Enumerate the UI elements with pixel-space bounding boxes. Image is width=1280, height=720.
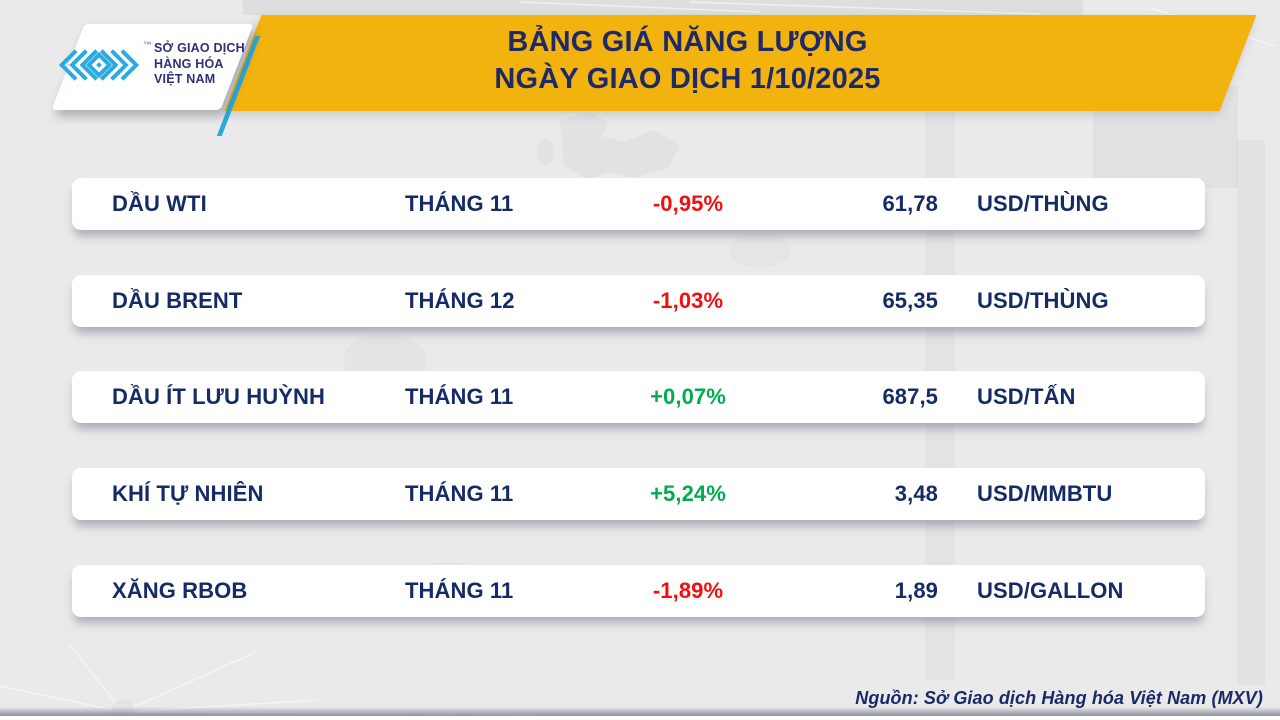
price-row-khi-tu-nhien: KHÍ TỰ NHIÊN THÁNG 11 +5,24% 3,48 USD/MM… (72, 468, 1205, 520)
bottom-white-strip (0, 716, 1280, 720)
commodity-name: DẦU ÍT LƯU HUỲNH (112, 384, 325, 409)
mxv-logo-text: SỞ GIAO DỊCH HÀNG HÓA VIỆT NAM (154, 41, 245, 88)
commodity-name: KHÍ TỰ NHIÊN (112, 481, 264, 506)
percent-change: -1,03% (652, 288, 724, 313)
page-title-line1: BẢNG GIÁ NĂNG LƯỢNG (507, 26, 868, 58)
contract-month: THÁNG 11 (405, 191, 514, 216)
price-value: 3,48 (894, 481, 938, 506)
logo-text-line3: VIỆT NAM (154, 72, 216, 86)
commodity-name: DẦU BRENT (112, 288, 243, 313)
percent-change: -1,89% (652, 578, 724, 603)
page-title-line2: NGÀY GIAO DỊCH 1/10/2025 (494, 63, 881, 95)
commodity-name: DẦU WTI (112, 191, 207, 216)
price-value: 687,5 (882, 384, 938, 409)
page-title: BẢNG GIÁ NĂNG LƯỢNG NGÀY GIAO DỊCH 1/10/… (405, 24, 970, 98)
price-row-dau-brent: DẦU BRENT THÁNG 12 -1,03% 65,35 USD/THÙN… (72, 275, 1205, 327)
percent-change: -0,95% (652, 191, 724, 216)
bottom-divider-band (0, 707, 1280, 716)
commodity-name: XĂNG RBOB (112, 578, 248, 603)
logo-text-line2: HÀNG HÓA (154, 56, 224, 71)
price-value: 61,78 (882, 191, 938, 216)
percent-change: +5,24% (650, 481, 726, 506)
price-row-dau-it-luu-huynh: DẦU ÍT LƯU HUỲNH THÁNG 11 +0,07% 687,5 U… (72, 371, 1205, 423)
price-unit: USD/THÙNG (977, 191, 1109, 216)
contract-month: THÁNG 11 (405, 384, 514, 409)
price-unit: USD/TẤN (977, 384, 1076, 409)
price-row-dau-wti: DẦU WTI THÁNG 11 -0,95% 61,78 USD/THÙNG (72, 178, 1205, 230)
logo-text-line1: SỞ GIAO DỊCH (154, 41, 245, 55)
trademark-mark: ™ (143, 40, 152, 50)
contract-month: THÁNG 11 (405, 578, 514, 603)
price-value: 65,35 (882, 288, 938, 313)
price-row-xang-rbob: XĂNG RBOB THÁNG 11 -1,89% 1,89 USD/GALLO… (72, 565, 1205, 617)
contract-month: THÁNG 12 (405, 288, 515, 313)
mxv-logo: ™ SỞ GIAO DỊCH HÀNG HÓA VIỆT NAM (56, 30, 252, 106)
price-unit: USD/THÙNG (977, 288, 1109, 313)
source-attribution: Nguồn: Sở Giao dịch Hàng hóa Việt Nam (M… (855, 688, 1263, 708)
mxv-chevron-icon (58, 49, 140, 81)
price-unit: USD/GALLON (977, 578, 1124, 603)
contract-month: THÁNG 11 (405, 481, 514, 506)
percent-change: +0,07% (650, 384, 726, 409)
price-unit: USD/MMBTU (977, 481, 1113, 506)
price-value: 1,89 (894, 578, 938, 603)
